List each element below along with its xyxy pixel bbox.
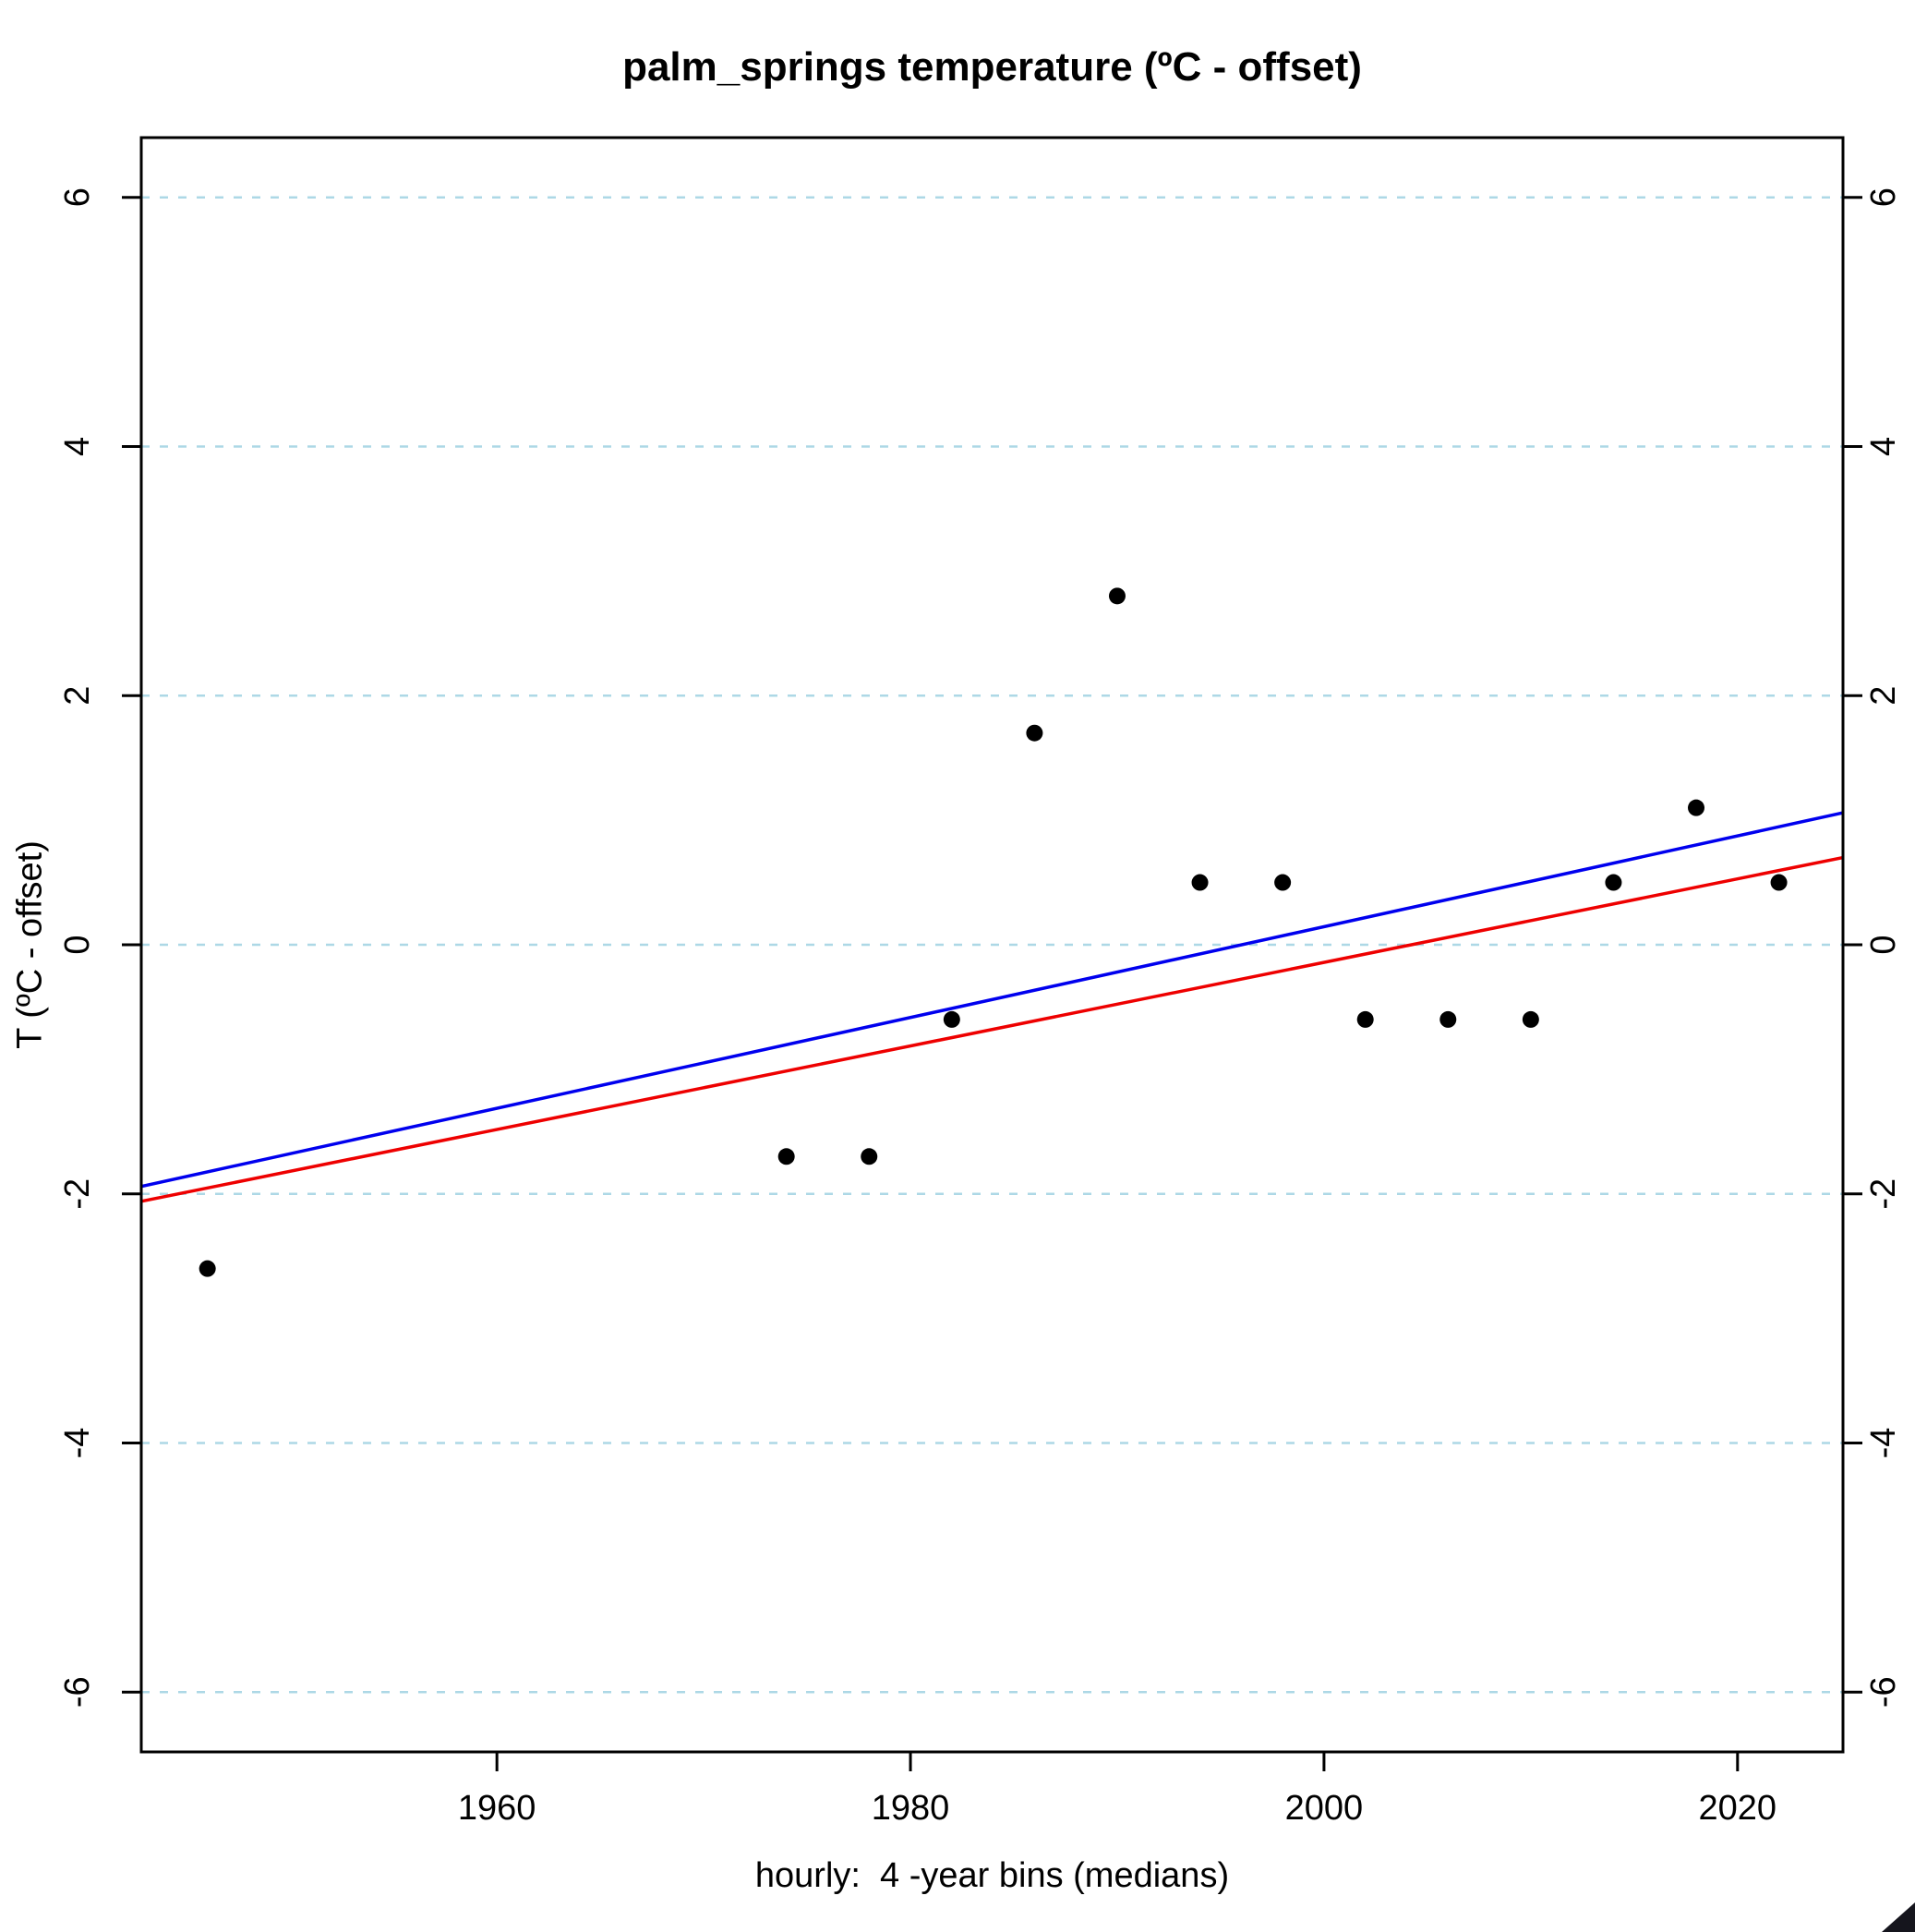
data-point: [777, 1148, 795, 1165]
y-tick-label-left: -2: [58, 1178, 97, 1210]
y-tick-label-right: 6: [1864, 187, 1903, 207]
y-tick-label-left: -6: [58, 1676, 97, 1708]
x-axis-label: hourly: 4 -year bins (medians): [754, 1856, 1230, 1895]
chart-title: palm_springs temperature (ºC - offset): [622, 44, 1362, 90]
x-tick-label: 2020: [1699, 1789, 1777, 1828]
x-tick-label: 1960: [458, 1789, 536, 1828]
y-tick-label-left: 4: [58, 437, 97, 456]
data-point: [1688, 799, 1705, 816]
data-point: [1191, 874, 1209, 891]
y-tick-label-right: -6: [1864, 1676, 1903, 1708]
y-axis-label: T (ºC - offset): [10, 840, 50, 1049]
data-point: [1770, 874, 1788, 891]
data-point: [1356, 1010, 1374, 1028]
y-tick-label-right: -4: [1864, 1428, 1903, 1459]
data-point: [1274, 874, 1292, 891]
data-point: [861, 1148, 878, 1165]
y-tick-label-right: 2: [1864, 686, 1903, 706]
data-point: [1108, 587, 1126, 605]
data-point: [943, 1010, 960, 1028]
data-point: [1026, 724, 1043, 742]
x-tick-label: 1980: [872, 1789, 950, 1828]
y-tick-label-left: 0: [58, 935, 97, 954]
x-tick-label: 2000: [1285, 1789, 1364, 1828]
data-point: [1439, 1010, 1457, 1028]
y-tick-label-left: -4: [58, 1428, 97, 1459]
y-tick-label-right: 4: [1864, 437, 1903, 456]
trend-line-blue: [140, 811, 1844, 1189]
trend-line-red: [140, 855, 1844, 1203]
data-point: [1605, 874, 1622, 891]
y-tick-label-left: 2: [58, 686, 97, 706]
data-point: [1522, 1010, 1539, 1028]
data-point: [199, 1260, 216, 1277]
y-tick-label-right: 0: [1864, 935, 1903, 954]
y-tick-label-left: 6: [58, 187, 97, 207]
y-tick-label-right: -2: [1864, 1178, 1903, 1210]
